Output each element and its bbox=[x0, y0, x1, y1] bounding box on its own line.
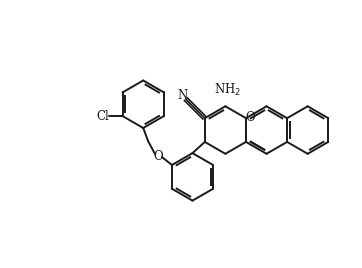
Text: Cl: Cl bbox=[97, 110, 109, 122]
Text: O: O bbox=[153, 150, 163, 163]
Text: N: N bbox=[177, 89, 188, 102]
Text: NH$_2$: NH$_2$ bbox=[214, 82, 241, 98]
Text: O: O bbox=[245, 111, 255, 124]
